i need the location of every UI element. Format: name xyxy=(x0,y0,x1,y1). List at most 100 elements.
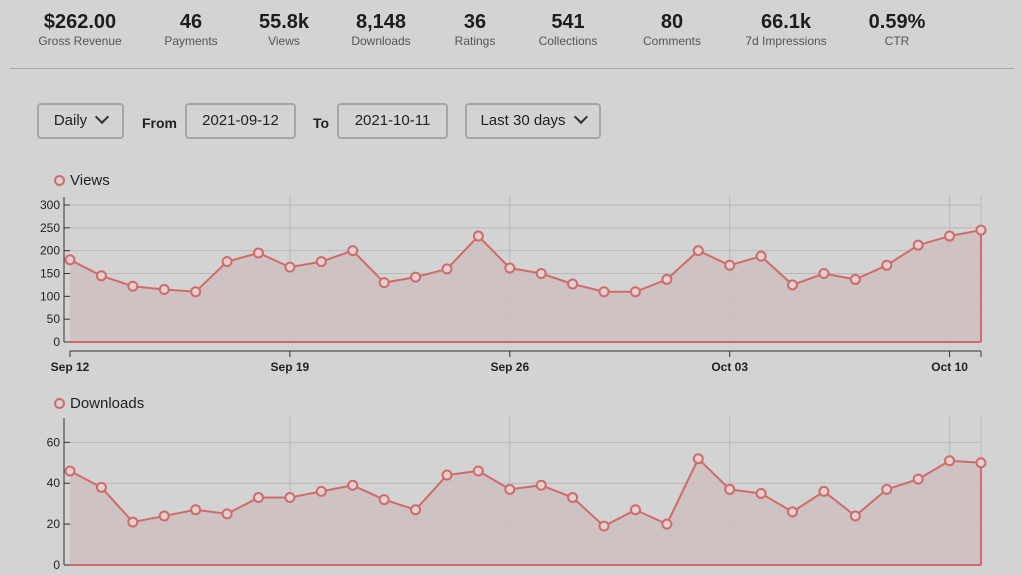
data-point xyxy=(787,279,799,291)
stat-payments: 46 Payments xyxy=(164,11,218,48)
data-point xyxy=(378,277,390,289)
data-point xyxy=(692,245,704,257)
data-point xyxy=(881,483,893,495)
stat-impressions: 66.1k 7d Impressions xyxy=(745,11,827,48)
data-point xyxy=(64,465,76,477)
downloads-legend-label: Downloads xyxy=(70,395,145,412)
views-chart: 0 50 100 150 200 250 300 Sep 12 Sep 19 Sep 26 Oct … xyxy=(40,195,987,374)
y-tick-label: 150 xyxy=(40,267,60,281)
y-tick-label: 60 xyxy=(47,435,61,449)
data-point xyxy=(252,247,264,259)
data-point xyxy=(661,273,673,285)
interval-select[interactable]: Daily xyxy=(37,103,124,139)
data-point xyxy=(315,485,327,497)
data-point xyxy=(944,455,956,467)
data-point xyxy=(441,469,453,481)
stat-ctr: 0.59% CTR xyxy=(868,11,926,48)
range-select[interactable]: Last 30 days xyxy=(465,103,601,139)
x-tick-label: Oct 10 xyxy=(931,360,968,374)
data-point xyxy=(504,262,516,274)
downloads-legend[interactable]: Downloads xyxy=(54,395,144,412)
y-tick-label: 300 xyxy=(40,198,60,212)
chevron-down-icon xyxy=(573,109,588,125)
data-point xyxy=(190,504,202,516)
data-point xyxy=(190,286,202,298)
data-point xyxy=(95,481,107,493)
data-point xyxy=(221,256,233,268)
filter-controls: Daily From 2021-09-12 To 2021-10-11 Last… xyxy=(0,103,1022,143)
stat-gross-revenue: $262.00 Gross Revenue xyxy=(38,11,122,48)
data-point xyxy=(535,268,547,279)
data-point xyxy=(441,263,453,275)
data-point xyxy=(347,245,359,257)
stats-divider xyxy=(10,68,1014,69)
series-area xyxy=(70,458,981,565)
data-point xyxy=(127,280,139,292)
from-label: From xyxy=(142,115,177,131)
data-point xyxy=(724,259,736,271)
data-point xyxy=(378,494,390,506)
data-point xyxy=(284,261,296,273)
views-legend[interactable]: Views xyxy=(54,172,110,189)
data-point xyxy=(818,485,830,497)
data-point xyxy=(284,492,296,504)
data-point xyxy=(692,453,704,465)
to-date-input[interactable]: 2021-10-11 xyxy=(337,103,448,139)
data-point xyxy=(95,270,107,282)
data-point xyxy=(598,286,610,298)
y-tick-label: 50 xyxy=(47,312,61,326)
data-point xyxy=(472,465,484,477)
from-date-input[interactable]: 2021-09-12 xyxy=(185,103,296,139)
data-point xyxy=(598,520,610,532)
y-tick-label: 0 xyxy=(53,335,60,349)
x-tick-label: Oct 03 xyxy=(711,360,748,374)
data-point xyxy=(849,510,861,522)
x-tick-label: Sep 12 xyxy=(51,360,90,374)
y-tick-label: 200 xyxy=(40,244,60,258)
x-tick-label: Sep 26 xyxy=(490,360,529,374)
series-area xyxy=(70,230,981,342)
data-point xyxy=(315,256,327,268)
data-point xyxy=(661,518,673,530)
data-point xyxy=(944,230,956,242)
data-point xyxy=(724,483,736,495)
range-value: Last 30 days xyxy=(480,112,566,129)
data-point xyxy=(975,457,987,469)
data-point xyxy=(912,239,924,251)
data-point xyxy=(975,224,987,236)
data-point xyxy=(347,479,359,491)
legend-dot-icon xyxy=(54,397,65,409)
data-point xyxy=(472,230,484,242)
y-tick-label: 20 xyxy=(47,517,61,531)
data-point xyxy=(535,479,547,491)
data-point xyxy=(410,271,422,283)
y-tick-label: 0 xyxy=(53,558,60,572)
stat-comments: 80 Comments xyxy=(642,11,701,48)
views-legend-label: Views xyxy=(70,172,110,189)
data-point xyxy=(158,510,170,522)
data-point xyxy=(755,250,767,262)
data-point xyxy=(755,487,767,499)
y-tick-label: 250 xyxy=(40,221,60,235)
data-point xyxy=(818,268,830,279)
stats-bar: $262.00 Gross Revenue 46 Payments 55.8k Vie… xyxy=(0,0,1022,68)
data-point xyxy=(158,283,170,295)
data-point xyxy=(787,506,799,518)
data-point xyxy=(127,516,139,528)
y-tick-label: 100 xyxy=(40,289,60,303)
data-point xyxy=(629,286,641,298)
y-tick-label: 40 xyxy=(47,476,61,490)
stat-views: 55.8k Views xyxy=(258,11,310,48)
data-point xyxy=(849,273,861,285)
data-point xyxy=(410,504,422,516)
data-point xyxy=(221,508,233,520)
data-point xyxy=(912,473,924,485)
interval-value: Daily xyxy=(53,112,88,129)
chevron-down-icon xyxy=(95,109,110,125)
downloads-chart: 0 20 40 60 xyxy=(47,416,987,572)
data-point xyxy=(252,492,264,504)
data-point xyxy=(881,259,893,271)
stat-ratings: 36 Ratings xyxy=(454,11,496,48)
data-point xyxy=(567,278,579,290)
to-label: To xyxy=(313,115,330,131)
